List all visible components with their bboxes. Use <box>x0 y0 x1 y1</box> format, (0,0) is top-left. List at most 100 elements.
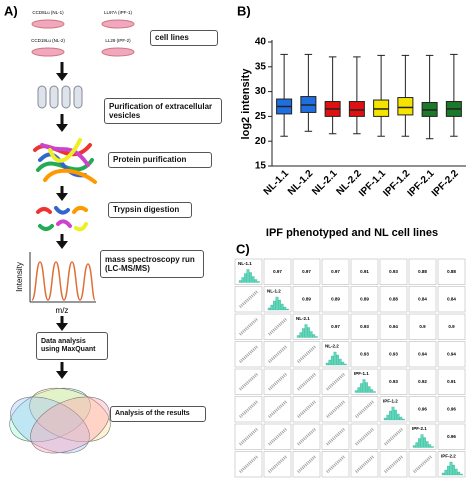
arrow-head <box>56 124 68 132</box>
correlation-value: 0.94 <box>447 351 456 356</box>
matrix-cell <box>379 313 408 340</box>
variable-label: NL-2.2 <box>325 344 339 349</box>
histogram-bar <box>296 335 300 338</box>
histogram-bar <box>312 334 316 338</box>
matrix-cell <box>321 258 350 285</box>
matrix-cell <box>321 423 350 450</box>
variable-label: NL-1.2 <box>267 289 281 294</box>
matrix-cell <box>234 286 263 313</box>
histogram-bar <box>325 362 329 366</box>
matrix-cell <box>437 313 466 340</box>
y-tick-label: 30 <box>255 86 267 97</box>
cell-line-label: CCD19Lu (NL-2) <box>31 38 65 43</box>
matrix-cell <box>234 423 263 450</box>
correlation-value: 0.96 <box>447 406 456 411</box>
histogram-bar <box>362 379 366 393</box>
venn-set <box>30 396 110 454</box>
correlation-value: 0.84 <box>418 296 427 301</box>
histogram-bar <box>344 363 347 366</box>
venn-set <box>9 387 91 443</box>
tube <box>49 85 59 109</box>
matrix-cell <box>408 368 437 395</box>
correlation-value: 0.91 <box>360 269 369 274</box>
tube <box>61 85 71 109</box>
matrix-cell <box>292 396 321 423</box>
correlation-value: 0.93 <box>360 324 369 329</box>
y-tick-label: 25 <box>255 111 267 122</box>
correlation-value: 0.88 <box>418 269 427 274</box>
histogram-bar <box>389 410 392 421</box>
matrix-cell <box>263 451 292 478</box>
matrix-cell <box>350 286 379 313</box>
peptide <box>56 219 72 228</box>
matrix-cell <box>292 258 321 285</box>
dish <box>101 19 135 29</box>
histogram-bar <box>354 390 358 393</box>
histogram-bar <box>365 382 368 393</box>
histogram-bar <box>367 386 371 393</box>
proteins <box>33 138 97 184</box>
spectrum: Intensity m/z <box>15 252 96 315</box>
histogram-bar <box>251 276 255 283</box>
histogram-bar <box>373 391 376 393</box>
histogram-bar <box>249 272 252 283</box>
tube <box>73 85 83 109</box>
histogram-bar <box>333 351 337 366</box>
histogram-bar <box>360 383 363 393</box>
histogram-bar <box>386 414 390 421</box>
peptide <box>36 207 52 214</box>
histogram-bar <box>420 434 424 448</box>
correlation-value: 0.88 <box>447 269 456 274</box>
panel-label: B) <box>237 3 251 18</box>
correlation-value: 0.97 <box>331 269 340 274</box>
matrix-cell <box>379 341 408 368</box>
variable-label: NL-2.1 <box>296 316 310 321</box>
correlation-matrix: NL-1.1 0.97 0.97 0.97 0.91 0.93 0.88 0.88 NL-1.2… <box>234 258 466 478</box>
histogram-bar <box>415 442 419 448</box>
matrix-cell <box>437 368 466 395</box>
matrix-cell <box>234 451 263 478</box>
matrix-cell <box>292 451 321 478</box>
box <box>348 101 365 117</box>
correlation-value: 0.89 <box>331 296 340 301</box>
correlation-value: 0.89 <box>302 296 311 301</box>
panel-label: C) <box>236 241 250 256</box>
correlation-value: 0.89 <box>360 296 369 301</box>
correlation-value: 0.97 <box>273 269 282 274</box>
matrix-cell <box>234 368 263 395</box>
histogram-bar <box>328 359 332 366</box>
histogram-bar <box>267 307 271 311</box>
histogram-bar <box>454 468 458 476</box>
matrix-cell <box>263 313 292 340</box>
histogram-bar <box>273 300 276 311</box>
matrix-cell <box>234 341 263 368</box>
histogram-bar <box>457 471 461 476</box>
step-box: Analysis of the results <box>110 406 206 422</box>
matrix-cell <box>437 258 466 285</box>
x-tick-label: NL-1.1 <box>262 168 292 198</box>
histogram-bar <box>299 332 303 338</box>
correlation-value: 0.93 <box>389 269 398 274</box>
box-plot: 152025303540NL-1.1NL-1.2NL-2.1NL-2.2IPF-… <box>255 37 466 199</box>
histogram-bar <box>270 304 274 311</box>
x-axis-title: IPF phenotyped and NL cell lines <box>266 227 438 239</box>
correlation-value: 0.94 <box>389 324 398 329</box>
histogram-bar <box>280 303 284 311</box>
cell-line-label: CCD8Lu (NL-1) <box>32 10 64 15</box>
matrix-cell <box>321 368 350 395</box>
box <box>397 97 414 116</box>
matrix-cell <box>408 341 437 368</box>
matrix-cell <box>321 313 350 340</box>
correlation-value: 0.96 <box>447 434 456 439</box>
matrix-cell <box>437 286 466 313</box>
matrix-cell <box>292 341 321 368</box>
matrix-cell <box>408 286 437 313</box>
histogram-bar <box>302 328 305 338</box>
variable-label: IPF-1.2 <box>383 399 398 404</box>
venn <box>9 387 111 454</box>
peptide <box>72 205 88 214</box>
dish <box>101 47 135 57</box>
x-tick-label: IPF-2.2 <box>430 168 461 199</box>
y-axis-title: log2 intensity <box>240 68 252 140</box>
